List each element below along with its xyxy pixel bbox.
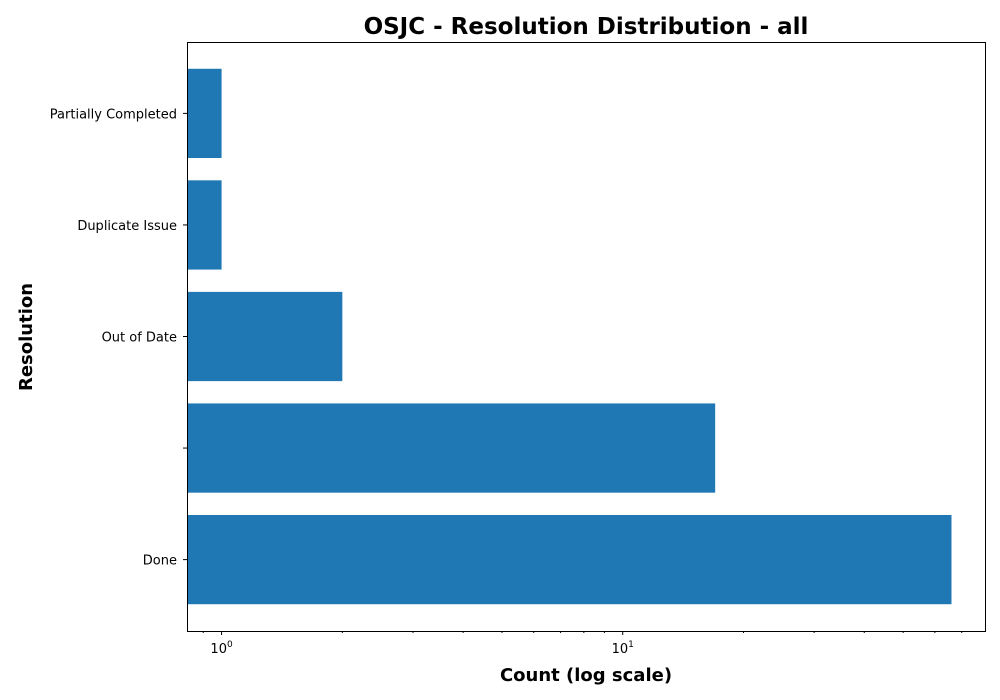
bar-0 <box>187 514 952 605</box>
x-axis-ticks: 100 101 <box>202 631 963 657</box>
y-tick-label: Partially Completed <box>50 107 177 122</box>
bar-1 <box>187 403 716 493</box>
chart-title: OSJC - Resolution Distribution - all <box>364 14 809 40</box>
bar-3 <box>187 180 222 270</box>
x-tick-label: 100 <box>210 640 233 657</box>
bar-2 <box>187 291 343 382</box>
y-axis-label: Resolution <box>16 283 37 391</box>
y-tick-label: Duplicate Issue <box>77 219 177 234</box>
bar-4 <box>187 68 222 159</box>
plot-frame <box>187 42 986 632</box>
x-axis-label: Count (log scale) <box>500 665 672 686</box>
y-axis-ticks: Done Out of Date Duplicate Issue Partially … <box>50 107 187 569</box>
y-tick-label: Done <box>143 554 177 569</box>
y-tick-label: Out of Date <box>102 331 177 346</box>
bars <box>187 68 952 605</box>
x-tick-label: 101 <box>612 640 634 657</box>
